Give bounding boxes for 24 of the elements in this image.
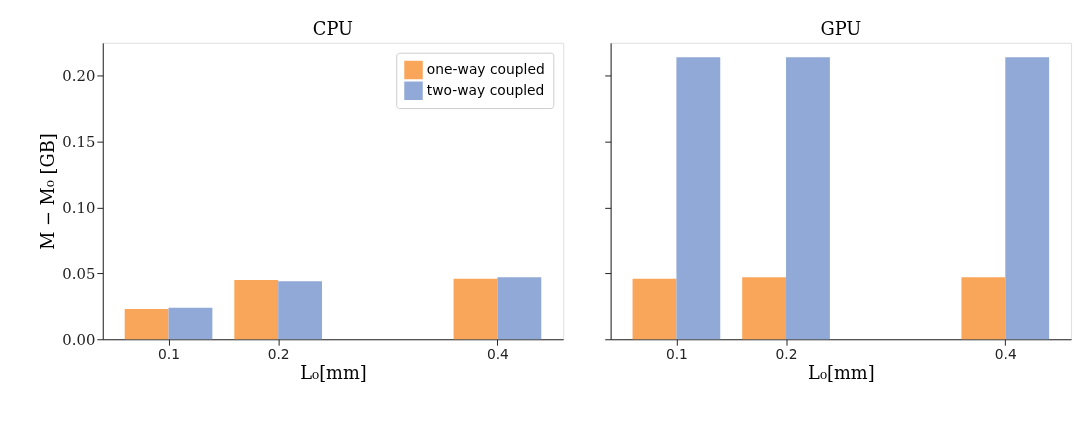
y-tick-label: 0.15 (62, 133, 96, 151)
y-tick-label: 0.05 (62, 264, 96, 282)
bar (453, 278, 498, 340)
x-axis-title: L₀[mm] (300, 362, 367, 384)
x-tick-label: 0.4 (994, 345, 1017, 362)
x-tick-label: 0.2 (267, 345, 290, 362)
x-tick-label: 0.1 (158, 345, 181, 362)
x-tick-label: 0.4 (486, 345, 510, 362)
bar (168, 307, 213, 340)
y-tick-label: 0.10 (62, 198, 96, 216)
legend-label: one-way coupled (426, 60, 545, 77)
chart-title: GPU (820, 17, 862, 39)
y-tick-label: 0.20 (62, 67, 96, 85)
bar (234, 279, 279, 340)
x-tick-label: 0.2 (775, 345, 798, 362)
legend-label: two-way coupled (426, 81, 545, 98)
bar (124, 308, 169, 340)
y-axis-title: M − M₀ [GB] (37, 133, 59, 250)
bar (497, 277, 542, 340)
x-axis-title: L₀[mm] (808, 362, 875, 384)
bar (278, 281, 323, 340)
y-tick-label: 0.00 (62, 330, 96, 348)
x-tick-label: 0.1 (665, 345, 688, 362)
chart-title: CPU (312, 17, 354, 39)
